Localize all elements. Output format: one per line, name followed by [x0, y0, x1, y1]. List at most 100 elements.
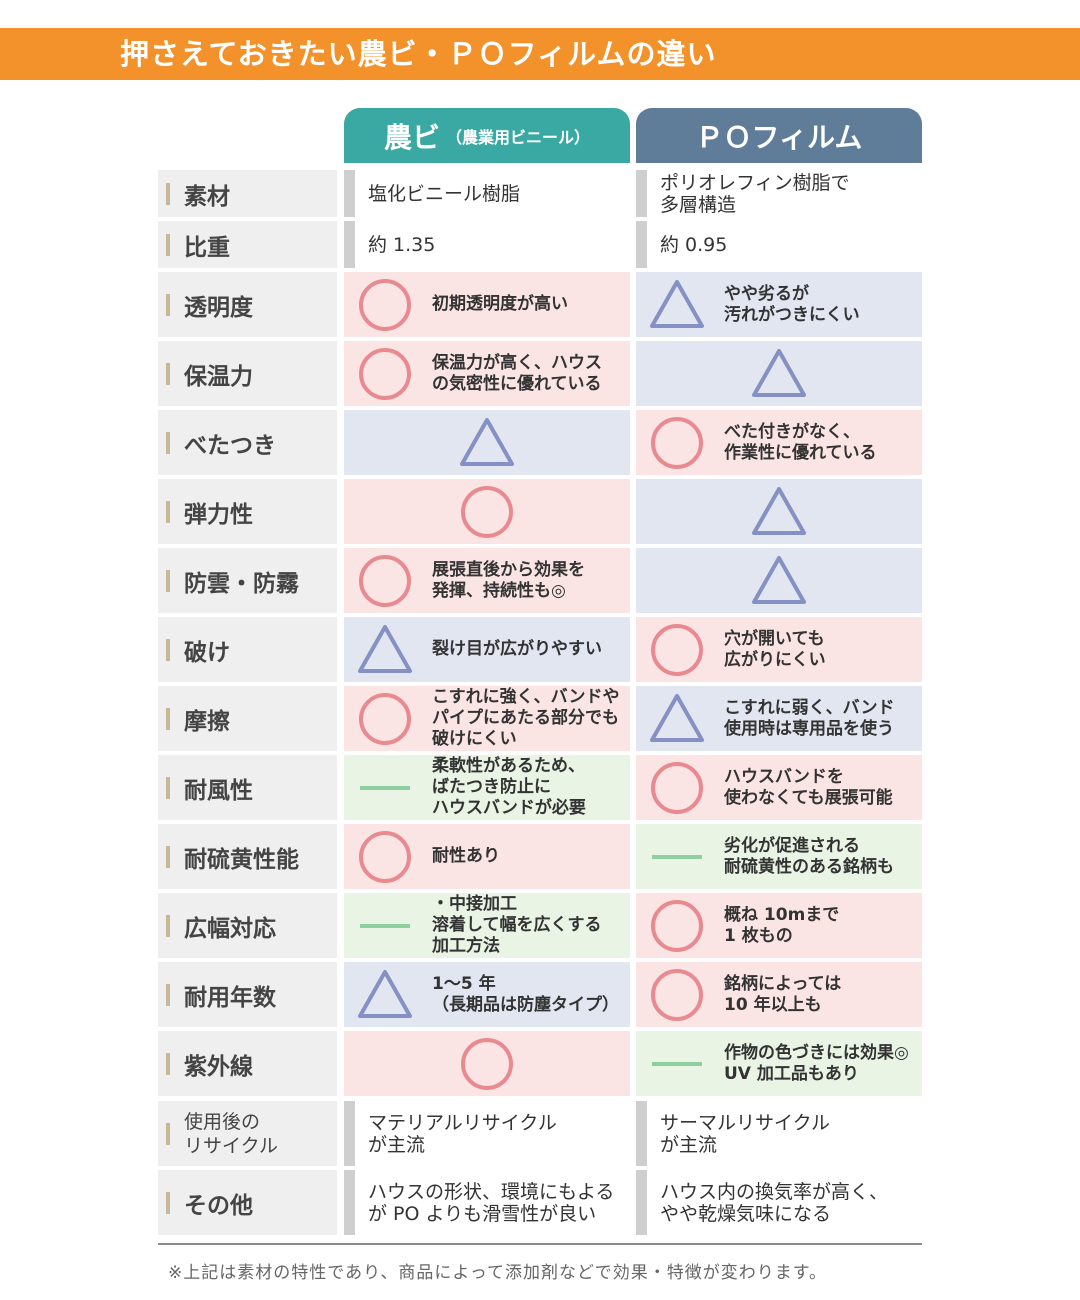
label-text: 耐硫黄性能 — [184, 846, 299, 873]
value-cell: ポリオレフィン樹脂で 多層構造 — [636, 170, 922, 217]
symbol-shape — [752, 486, 806, 535]
value-cell: 保温力が高く、ハウス の気密性に優れている — [344, 341, 630, 406]
symbol-shape — [359, 278, 411, 331]
cell-text: べた付きがなく、 — [724, 421, 860, 442]
row-label: 透明度 — [158, 272, 337, 337]
cell-text: 展張直後から効果を — [432, 559, 585, 580]
rating-symbol — [651, 968, 703, 1021]
symbol-shape — [650, 279, 704, 328]
cell-lines: 耐性あり — [432, 846, 500, 867]
label-lines: 紫外線 — [184, 1047, 253, 1081]
value-cell: 概ね 10mまで 1 枚もの — [636, 893, 922, 958]
column-note: （農業用ビニール） — [446, 127, 591, 147]
value-cell: ハウスバンドを 使わなくても展張可能 — [636, 755, 922, 820]
rating-symbol — [359, 554, 411, 607]
cell-text: 10 年以上も — [724, 994, 822, 1015]
rating-symbol — [359, 692, 411, 745]
value-cell: べた付きがなく、 作業性に優れている — [636, 410, 922, 475]
row-label: 使用後の リサイクル — [158, 1101, 337, 1166]
divider — [158, 1243, 922, 1245]
label-lines: 破け — [184, 633, 230, 667]
rating-symbol — [752, 555, 806, 604]
row-label: 広幅対応 — [158, 893, 337, 958]
cell-text: 溶着して幅を広くする — [432, 915, 602, 935]
rating-symbol — [651, 623, 703, 676]
rating-symbol — [360, 923, 410, 928]
label-lines: 耐硫黄性能 — [184, 840, 299, 874]
cell-text: パイプにあたる部分でも — [432, 708, 619, 728]
cell-lines: 概ね 10mまで 1 枚もの — [724, 905, 839, 947]
cell-text: が主流 — [660, 1133, 718, 1156]
rating-symbol — [752, 486, 806, 535]
value-cell: 塩化ビニール樹脂 — [344, 170, 630, 217]
label-lines: 透明度 — [184, 288, 253, 322]
label-lines: 素材 — [184, 177, 230, 211]
rating-symbol — [461, 485, 513, 538]
cell-text: 劣化が促進される — [724, 835, 860, 856]
cell-lines: ・中接加工 溶着して幅を広くする 加工方法 — [432, 894, 602, 957]
cell-lines: こすれに弱く、バンド 使用時は専用品を使う — [724, 698, 895, 740]
value-cell: ハウス内の換気率が高く、 やや乾燥気味になる — [636, 1170, 922, 1235]
cell-lines: 作物の色づきには効果◎ UV 加工品もあり — [724, 1043, 909, 1085]
value-cell: 裂け目が広がりやすい — [344, 617, 630, 682]
rating-symbol — [358, 624, 412, 673]
cell-text: 破けにくい — [432, 729, 517, 749]
label-text: 弾力性 — [184, 501, 253, 528]
symbol-shape — [359, 692, 411, 745]
symbol-shape — [460, 417, 514, 466]
cell-text: 作業性に優れている — [724, 442, 877, 463]
value-cell: 1～5 年（長期品は防塵タイプ） — [344, 962, 630, 1027]
symbol-shape — [359, 830, 411, 883]
cell-text: の気密性に優れている — [432, 373, 602, 394]
label-text: 広幅対応 — [184, 915, 276, 942]
label-text: 使用後の — [184, 1110, 261, 1133]
cell-text: 耐性あり — [432, 846, 500, 866]
label-lines: その他 — [184, 1186, 253, 1220]
column-name: ＰＯフィルム — [695, 120, 863, 154]
cell-text: 柔軟性があるため、 — [432, 756, 585, 776]
row-label: 紫外線 — [158, 1031, 337, 1096]
symbol-shape — [752, 348, 806, 397]
cell-lines: 1～5 年（長期品は防塵タイプ） — [432, 974, 619, 1016]
cell-lines: ハウス内の換気率が高く、 やや乾燥気味になる — [660, 1181, 888, 1225]
cell-lines: こすれに強く、バンドや パイプにあたる部分でも 破けにくい — [432, 687, 620, 750]
symbol-shape — [359, 554, 411, 607]
cell-text: 概ね 10mまで — [724, 904, 840, 925]
symbol-shape — [650, 693, 704, 742]
column-header: 農ビ （農業用ビニール） — [344, 108, 630, 163]
label-text: リサイクル — [184, 1134, 279, 1157]
cell-text: 加工方法 — [432, 936, 500, 956]
cell-lines: 初期透明度が高い — [432, 294, 568, 315]
value-cell: 初期透明度が高い — [344, 272, 630, 337]
value-cell — [636, 341, 922, 406]
row-label: 保温力 — [158, 341, 337, 406]
value-cell: 劣化が促進される 耐硫黄性のある銘柄も — [636, 824, 922, 889]
value-cell — [636, 479, 922, 544]
symbol-shape — [358, 624, 412, 673]
row-label: べたつき — [158, 410, 337, 475]
label-text: 破け — [184, 639, 230, 666]
label-text: 摩擦 — [184, 708, 230, 735]
value-cell: 穴が開いても 広がりにくい — [636, 617, 922, 682]
label-lines: べたつき — [184, 426, 276, 460]
symbol-shape — [359, 347, 411, 400]
cell-lines: やや劣るが 汚れがつきにくい — [724, 284, 860, 326]
cell-text: こすれに弱く、バンド — [724, 697, 895, 718]
row-label: 耐風性 — [158, 755, 337, 820]
value-cell — [636, 548, 922, 613]
cell-text: 穴が開いても — [724, 628, 825, 649]
label-lines: 耐用年数 — [184, 978, 276, 1012]
label-lines: 防雲・防霧 — [184, 564, 299, 598]
value-cell: サーマルリサイクル が主流 — [636, 1101, 922, 1166]
symbol-shape — [651, 899, 703, 952]
cell-lines: 劣化が促進される 耐硫黄性のある銘柄も — [724, 836, 894, 878]
cell-text: 約 0.95 — [660, 233, 728, 256]
label-lines: 広幅対応 — [184, 909, 276, 943]
cell-text: 広がりにくい — [724, 649, 826, 670]
label-lines: 比重 — [184, 228, 230, 262]
label-lines: 摩擦 — [184, 702, 230, 736]
label-text: 耐風性 — [184, 777, 253, 804]
cell-lines: 柔軟性があるため、 ばたつき防止に ハウスバンドが必要 — [432, 756, 586, 819]
cell-text: ハウス内の換気率が高く、 — [660, 1180, 889, 1203]
cell-lines: 銘柄によっては 10 年以上も — [724, 974, 841, 1016]
